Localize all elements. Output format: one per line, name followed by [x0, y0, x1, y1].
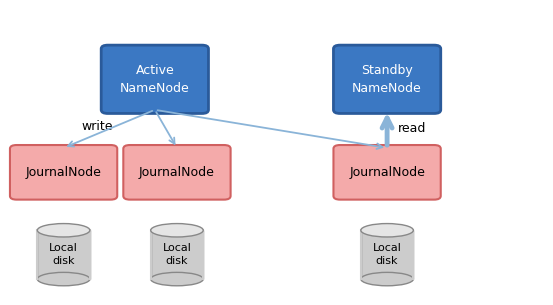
Text: JournalNode: JournalNode	[139, 166, 215, 179]
Text: write: write	[81, 120, 112, 133]
Text: Local
disk: Local disk	[49, 243, 78, 266]
Text: Active
NameNode: Active NameNode	[120, 64, 190, 95]
FancyBboxPatch shape	[333, 145, 441, 200]
FancyBboxPatch shape	[123, 145, 231, 200]
FancyBboxPatch shape	[38, 230, 90, 279]
Ellipse shape	[361, 272, 413, 286]
FancyBboxPatch shape	[333, 45, 441, 113]
Text: Standby
NameNode: Standby NameNode	[352, 64, 422, 95]
Text: JournalNode: JournalNode	[349, 166, 425, 179]
Ellipse shape	[150, 272, 204, 286]
FancyBboxPatch shape	[10, 145, 117, 200]
Text: Local
disk: Local disk	[373, 243, 401, 266]
FancyBboxPatch shape	[361, 230, 413, 279]
FancyBboxPatch shape	[101, 45, 208, 113]
Text: JournalNode: JournalNode	[25, 166, 102, 179]
Text: read: read	[398, 122, 426, 135]
Ellipse shape	[38, 224, 90, 237]
Text: Local
disk: Local disk	[163, 243, 191, 266]
Ellipse shape	[38, 272, 90, 286]
Ellipse shape	[150, 224, 204, 237]
FancyBboxPatch shape	[150, 230, 204, 279]
Ellipse shape	[361, 224, 413, 237]
